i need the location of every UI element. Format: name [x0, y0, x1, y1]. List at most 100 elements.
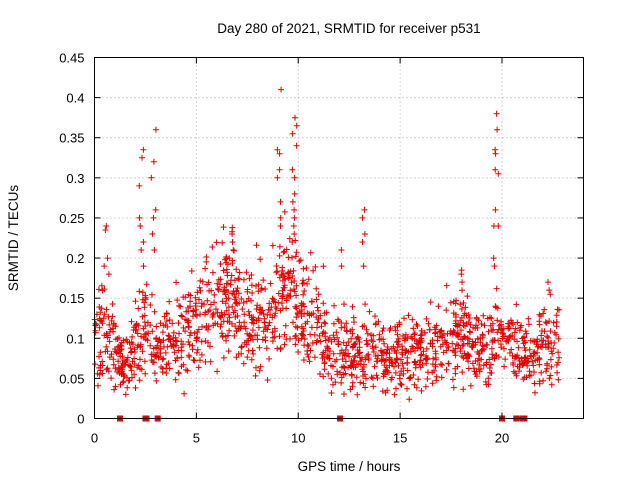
data-point — [392, 359, 399, 366]
data-point — [293, 335, 300, 342]
data-point — [194, 334, 201, 341]
data-point — [269, 329, 276, 336]
data-point — [424, 376, 431, 382]
data-point — [297, 257, 304, 264]
data-point — [313, 339, 320, 346]
data-point — [338, 364, 345, 371]
data-point — [248, 356, 255, 363]
data-point — [510, 360, 516, 366]
data-point — [372, 321, 379, 328]
data-point — [180, 324, 187, 331]
data-point — [287, 293, 294, 300]
peak-point — [103, 223, 110, 229]
data-point — [236, 276, 243, 283]
data-point — [401, 315, 407, 322]
peak-point — [493, 110, 500, 117]
data-point — [257, 256, 264, 263]
data-point — [460, 354, 467, 361]
data-point — [250, 350, 257, 357]
data-point — [250, 314, 257, 321]
data-point — [542, 341, 549, 348]
data-point — [300, 280, 307, 286]
data-point — [553, 323, 560, 330]
data-point — [384, 346, 391, 353]
data-point — [239, 343, 245, 350]
data-point — [174, 297, 181, 304]
data-point — [292, 341, 299, 348]
data-point — [338, 374, 345, 381]
data-point — [460, 341, 467, 348]
data-point — [197, 287, 204, 294]
peak-point — [495, 223, 502, 229]
peak-point — [495, 170, 502, 177]
data-point — [256, 367, 263, 374]
data-point — [518, 355, 525, 362]
data-point — [530, 337, 536, 344]
data-point — [550, 345, 557, 352]
data-point — [349, 330, 356, 337]
data-point — [315, 291, 322, 298]
data-point — [188, 268, 195, 274]
peak-point — [458, 271, 465, 278]
data-point — [241, 323, 248, 330]
data-point — [330, 332, 337, 339]
data-point — [214, 321, 221, 327]
data-point — [252, 372, 259, 379]
data-point — [453, 341, 460, 348]
data-point — [233, 266, 240, 273]
data-point — [119, 379, 126, 386]
data-point — [530, 350, 537, 357]
data-point — [166, 333, 173, 340]
data-point — [226, 327, 233, 334]
data-point — [492, 303, 499, 310]
data-point — [232, 323, 239, 330]
data-point — [372, 344, 379, 351]
data-point — [308, 311, 315, 318]
data-point — [320, 373, 327, 380]
data-point — [225, 304, 232, 311]
data-point — [364, 330, 371, 337]
peak-point — [136, 214, 143, 221]
y-tick-label: 0 — [77, 412, 84, 427]
data-point — [291, 288, 298, 295]
data-point — [356, 350, 363, 357]
data-point — [253, 283, 259, 289]
data-point — [536, 378, 543, 385]
data-point — [261, 324, 268, 331]
data-point — [95, 286, 102, 293]
data-point — [223, 295, 230, 302]
data-point — [138, 333, 145, 340]
data-point — [391, 391, 398, 398]
data-point — [267, 280, 274, 287]
data-point — [214, 368, 221, 375]
data-point — [471, 368, 478, 375]
data-point — [234, 285, 241, 292]
data-point — [202, 338, 209, 344]
peak-point — [148, 174, 155, 181]
x-axis-label: GPS time / hours — [298, 459, 401, 474]
data-point — [193, 349, 200, 356]
data-point — [473, 373, 480, 380]
data-point — [166, 365, 173, 372]
data-point — [159, 369, 166, 375]
data-point — [341, 324, 348, 330]
data-point — [498, 318, 505, 325]
data-point — [480, 312, 487, 319]
data-point — [386, 356, 393, 363]
data-point — [209, 269, 216, 276]
data-point — [253, 364, 259, 371]
data-point — [104, 365, 111, 372]
data-point — [190, 357, 197, 363]
data-point — [97, 349, 104, 356]
data-point — [177, 303, 184, 310]
data-point — [186, 353, 193, 360]
data-point — [489, 320, 496, 327]
data-point — [304, 351, 311, 358]
data-point — [406, 396, 413, 403]
data-point — [230, 309, 237, 316]
data-point — [359, 354, 365, 361]
data-point — [136, 377, 143, 384]
data-point — [287, 287, 294, 294]
data-point — [488, 315, 495, 322]
data-point — [353, 374, 360, 381]
